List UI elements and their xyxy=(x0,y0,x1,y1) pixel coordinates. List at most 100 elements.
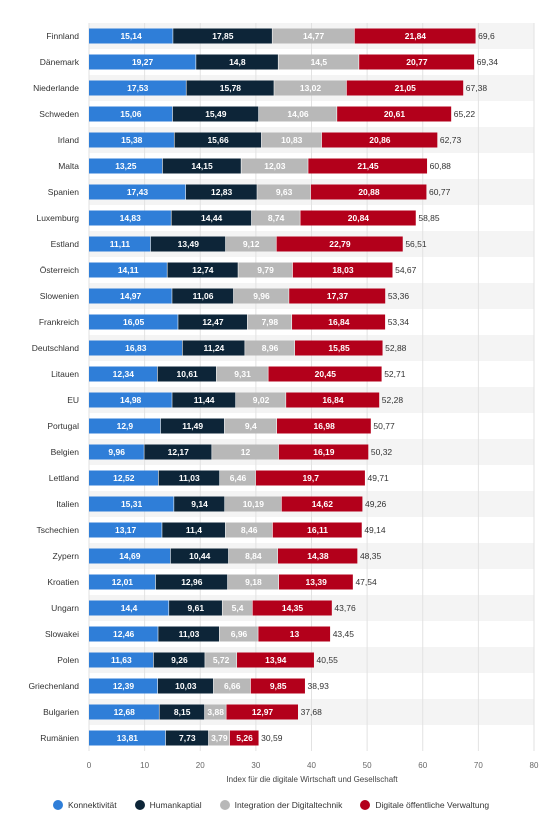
legend-item[interactable]: Konnektivität xyxy=(52,800,117,810)
total-label: 52,71 xyxy=(384,369,406,379)
legend-item[interactable]: Digitale öffentliche Verwaltung xyxy=(360,800,489,810)
segment-data-label: 9,96 xyxy=(253,291,270,301)
segment-data-label: 11,03 xyxy=(179,629,200,639)
segment-data-label: 9,18 xyxy=(245,577,262,587)
segment-data-label: 20,77 xyxy=(406,57,428,67)
bar-segment xyxy=(170,548,229,564)
segment-data-label: 12,03 xyxy=(264,161,286,171)
category-label: Kroatien xyxy=(47,577,79,587)
bar-segment xyxy=(294,340,383,356)
bar-segment xyxy=(89,288,172,304)
bar-segment xyxy=(89,184,186,200)
bar-segment xyxy=(225,496,282,512)
x-tick-label: 50 xyxy=(363,761,372,770)
x-tick-label: 60 xyxy=(418,761,427,770)
legend-label: Integration der Digitaltechnik xyxy=(234,800,343,810)
segment-data-label: 14,44 xyxy=(201,213,223,223)
segment-data-label: 22,79 xyxy=(329,239,351,249)
total-label: 53,34 xyxy=(388,317,410,327)
total-label: 37,68 xyxy=(301,707,323,717)
segment-data-label: 12,39 xyxy=(113,681,135,691)
segment-data-label: 11,63 xyxy=(111,655,132,665)
segment-data-label: 14,5 xyxy=(311,57,328,67)
segment-data-label: 9,61 xyxy=(188,603,205,613)
segment-data-label: 8,46 xyxy=(241,525,258,535)
bar-segment xyxy=(278,444,369,460)
bar-segment xyxy=(346,80,464,96)
bar-segment xyxy=(186,80,274,96)
bar-segment xyxy=(150,236,226,252)
bar-segment xyxy=(153,652,205,668)
segment-data-label: 8,15 xyxy=(174,707,191,717)
bar-segment xyxy=(354,28,476,44)
segment-data-label: 11,49 xyxy=(182,421,203,431)
segment-data-label: 17,43 xyxy=(127,187,149,197)
segment-data-label: 21,05 xyxy=(395,83,417,93)
bar-segment xyxy=(233,288,289,304)
bar-segment xyxy=(255,470,365,486)
bar-segment xyxy=(89,730,166,746)
segment-data-label: 9,85 xyxy=(270,681,287,691)
bar-segment xyxy=(204,704,226,720)
legend-item[interactable]: Integration der Digitaltechnik xyxy=(219,800,343,810)
segment-data-label: 20,61 xyxy=(384,109,406,119)
bar-segment xyxy=(174,496,225,512)
legend-item[interactable]: Humankaptial xyxy=(134,800,202,810)
segment-data-label: 9,12 xyxy=(243,239,260,249)
total-label: 50,32 xyxy=(371,447,393,457)
legend-color-dot xyxy=(52,800,63,810)
bar-segment xyxy=(251,210,300,226)
bar-segment xyxy=(157,678,214,694)
bar-segment xyxy=(238,262,293,278)
segment-data-label: 14,77 xyxy=(303,31,325,41)
bar-segment xyxy=(159,704,205,720)
segment-data-label: 17,37 xyxy=(327,291,349,301)
category-label: Griechenland xyxy=(28,681,79,691)
segment-data-label: 14,97 xyxy=(120,291,142,301)
bar-segment xyxy=(178,314,248,330)
segment-data-label: 14,83 xyxy=(120,213,142,223)
bar-segment xyxy=(278,54,359,70)
segment-data-label: 10,19 xyxy=(243,499,265,509)
bar-segment xyxy=(272,28,355,44)
bar-segment xyxy=(289,288,386,304)
bar-segment xyxy=(227,574,279,590)
segment-data-label: 15,78 xyxy=(220,83,242,93)
bar-segment xyxy=(155,574,228,590)
x-tick-label: 0 xyxy=(87,761,92,770)
segment-data-label: 5,26 xyxy=(236,733,253,743)
bar-segment xyxy=(276,236,403,252)
segment-data-label: 12,74 xyxy=(192,265,214,275)
segment-data-label: 15,06 xyxy=(120,109,142,119)
category-label: Slowenien xyxy=(40,291,79,301)
bar-segment xyxy=(89,444,144,460)
segment-data-label: 9,63 xyxy=(276,187,293,197)
bar-segment xyxy=(171,210,252,226)
bar-segment xyxy=(310,184,427,200)
category-label: Spanien xyxy=(48,187,79,197)
segment-data-label: 12,68 xyxy=(114,707,136,717)
segment-data-label: 12,47 xyxy=(202,317,224,327)
segment-data-label: 9,14 xyxy=(191,499,208,509)
segment-data-label: 13,94 xyxy=(265,655,287,665)
segment-data-label: 13,49 xyxy=(178,239,200,249)
segment-data-label: 11,03 xyxy=(179,473,200,483)
bars-group: 15,14 17,85 14,77 21,84 69,6 19,27 14,8 14,5 20,… xyxy=(89,28,498,746)
bar-segment xyxy=(89,80,186,96)
category-label: Estland xyxy=(51,239,80,249)
bar-segment xyxy=(165,730,209,746)
segment-data-label: 12,01 xyxy=(112,577,134,587)
bar-segment xyxy=(89,548,171,564)
bar-segment xyxy=(89,470,159,486)
total-label: 49,71 xyxy=(368,473,390,483)
legend: Konnektivität Humankaptial Integration der… xyxy=(0,800,542,810)
bar-segment xyxy=(89,210,171,226)
total-label: 40,55 xyxy=(317,655,339,665)
legend-color-dot xyxy=(134,800,145,810)
legend-label: Digitale öffentliche Verwaltung xyxy=(375,800,490,810)
total-label: 47,54 xyxy=(355,577,377,587)
total-label: 67,38 xyxy=(466,83,488,93)
bar-segment xyxy=(212,444,279,460)
bar-segment xyxy=(182,340,245,356)
segment-data-label: 13 xyxy=(290,629,300,639)
